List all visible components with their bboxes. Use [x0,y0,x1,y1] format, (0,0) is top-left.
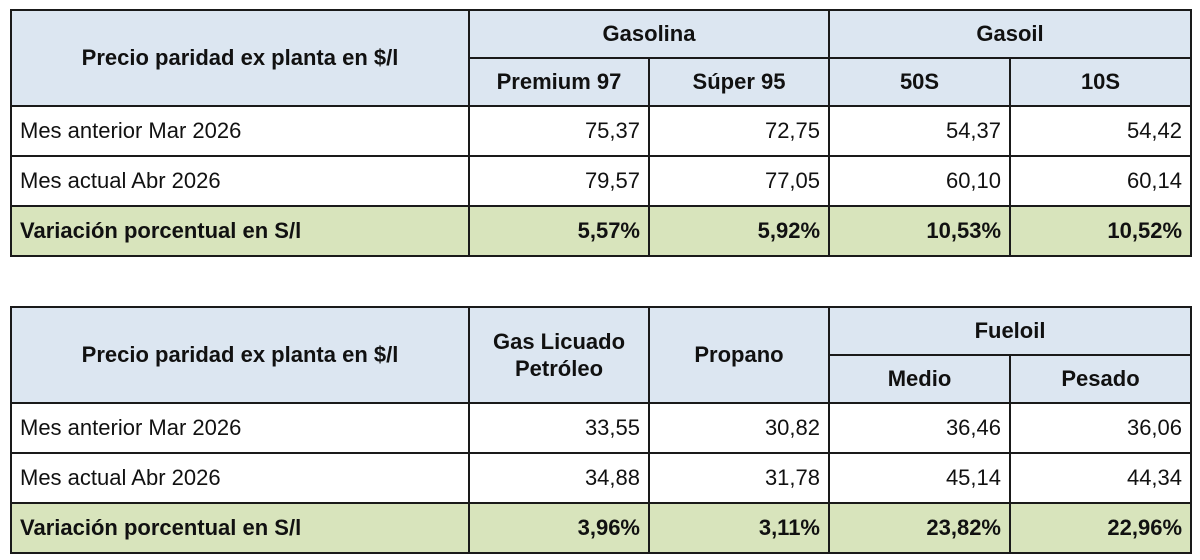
column-header-50s: 50S [828,57,1012,107]
table-cell: 23,82% [828,502,1011,554]
table-cell: 33,55 [468,402,650,454]
table-cell: 3,96% [468,502,650,554]
table-cell: 44,34 [1008,452,1193,504]
row-label: Variación porcentual en S/l [10,205,470,257]
table-cell: 31,78 [648,452,830,504]
column-header-10s: 10S [1009,57,1193,107]
row-label: Mes actual Abr 2026 [10,155,470,207]
column-header-super-95: Súper 95 [647,57,831,107]
column-header-premium-97: Premium 97 [468,57,650,107]
table-row: Mes actual Abr 2026 79,57 77,05 60,10 60… [10,155,1193,207]
column-header-propano: Propano [648,306,830,404]
row-label: Variación porcentual en S/l [10,502,470,554]
table-cell: 30,82 [648,402,830,454]
row-label: Mes actual Abr 2026 [10,452,470,504]
table-cell: 5,57% [468,205,650,257]
column-header-pesado: Pesado [1008,354,1193,404]
group-header-gasolina: Gasolina [467,9,831,59]
table-cell: 75,37 [468,105,650,157]
table-cell: 60,14 [1009,155,1193,207]
table-cell: 72,75 [647,105,831,157]
variation-row: Variación porcentual en S/l 5,57% 5,92% … [10,205,1193,257]
column-header-gas-licuado-petroleo: Gas Licuado Petróleo [468,306,650,404]
table-cell: 22,96% [1008,502,1193,554]
column-header-medio: Medio [828,354,1011,404]
table-cell: 77,05 [647,155,831,207]
table-cell: 54,42 [1009,105,1193,157]
table-cell: 3,11% [648,502,830,554]
table-cell: 36,46 [828,402,1011,454]
group-header-fueloil: Fueloil [827,306,1193,356]
price-table-glp-propano-fueloil: Precio paridad ex planta en $/l Gas Licu… [10,306,1193,554]
row-label: Mes anterior Mar 2026 [10,402,470,454]
table-row: Mes anterior Mar 2026 75,37 72,75 54,37 … [10,105,1193,157]
price-table-gasolina-gasoil: Precio paridad ex planta en $/l Gasolina… [10,9,1193,257]
table-corner-header: Precio paridad ex planta en $/l [10,306,470,404]
table-cell: 54,37 [828,105,1012,157]
table-row: Mes actual Abr 2026 34,88 31,78 45,14 44… [10,452,1193,504]
row-label: Mes anterior Mar 2026 [10,105,470,157]
variation-row: Variación porcentual en S/l 3,96% 3,11% … [10,502,1193,554]
table-row: Mes anterior Mar 2026 33,55 30,82 36,46 … [10,402,1193,454]
table-cell: 36,06 [1008,402,1193,454]
table-corner-header: Precio paridad ex planta en $/l [10,9,470,107]
table-cell: 5,92% [647,205,831,257]
group-header-gasoil: Gasoil [828,9,1193,59]
table-cell: 10,52% [1009,205,1193,257]
table-cell: 10,53% [828,205,1012,257]
table-cell: 34,88 [468,452,650,504]
table-cell: 45,14 [828,452,1011,504]
table-cell: 60,10 [828,155,1012,207]
table-cell: 79,57 [468,155,650,207]
